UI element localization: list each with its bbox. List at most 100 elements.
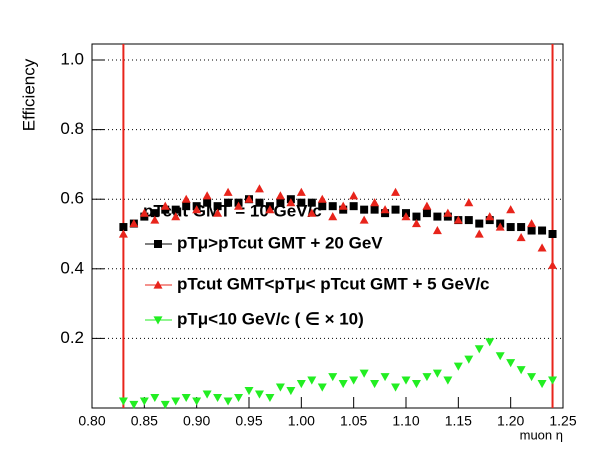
x-axis-label: muon η	[520, 427, 563, 442]
marker	[254, 390, 264, 399]
marker	[464, 216, 473, 225]
marker	[254, 184, 264, 193]
marker	[349, 202, 358, 211]
marker	[160, 201, 170, 210]
marker	[150, 209, 159, 218]
marker	[181, 393, 191, 403]
plot-frame	[91, 43, 564, 409]
marker	[265, 393, 275, 403]
x-tick-label: 0.95	[235, 413, 262, 429]
y-tick-label: 0.6	[60, 189, 84, 208]
marker	[276, 198, 285, 207]
marker	[453, 215, 463, 224]
marker	[192, 397, 202, 406]
marker	[328, 212, 338, 221]
marker	[307, 376, 317, 385]
marker	[391, 383, 401, 392]
x-tick-label: 1.05	[340, 413, 367, 429]
marker	[538, 226, 547, 235]
y-tick-label: 1.0	[60, 49, 84, 68]
marker	[495, 222, 505, 231]
marker	[234, 393, 244, 403]
marker	[359, 369, 369, 378]
marker	[129, 219, 139, 228]
marker	[286, 198, 296, 207]
marker	[118, 397, 128, 406]
marker	[150, 215, 160, 224]
marker	[380, 205, 390, 214]
marker	[244, 194, 254, 203]
marker	[181, 194, 191, 203]
marker	[474, 229, 484, 238]
marker	[443, 376, 453, 385]
marker	[411, 219, 421, 228]
x-tick-label: 0.85	[131, 413, 158, 429]
marker	[443, 208, 453, 217]
marker	[139, 208, 149, 217]
marker	[203, 198, 212, 207]
marker	[192, 205, 202, 214]
marker	[255, 198, 264, 207]
marker	[412, 212, 421, 221]
marker	[202, 390, 212, 399]
marker	[370, 198, 380, 207]
legend-label: pTcut GMT<pTμ< pTcut GMT + 5 GeV/c	[177, 274, 490, 293]
x-tick-label: 0.90	[183, 413, 210, 429]
marker	[433, 212, 442, 221]
marker	[506, 205, 516, 214]
marker	[527, 219, 537, 228]
marker	[150, 393, 160, 403]
x-tick-label: 0.80	[78, 413, 105, 429]
marker	[391, 205, 400, 214]
marker	[223, 187, 233, 196]
marker	[370, 380, 380, 389]
marker	[527, 226, 536, 235]
y-tick-label: 0.4	[60, 258, 84, 277]
marker	[517, 223, 526, 232]
marker	[422, 209, 431, 218]
marker	[234, 201, 244, 210]
marker	[516, 366, 526, 375]
marker	[548, 260, 558, 269]
legend-marker	[154, 240, 162, 248]
marker	[296, 187, 306, 196]
marker	[380, 373, 390, 382]
x-tick-label: 1.10	[392, 413, 419, 429]
marker	[317, 383, 327, 392]
y-tick-label: 0.8	[60, 119, 84, 138]
marker	[527, 373, 537, 382]
marker	[317, 194, 327, 203]
marker	[182, 202, 191, 211]
marker	[537, 380, 547, 389]
marker	[506, 223, 515, 232]
marker	[265, 205, 275, 214]
annotation: pTcut GMT = 10 GeV/c	[143, 201, 322, 220]
marker	[516, 232, 526, 242]
marker	[548, 230, 557, 239]
legend-label: pTμ<10 GeV/c ( ∈ × 10)	[177, 309, 364, 328]
marker	[119, 223, 128, 232]
marker	[202, 191, 212, 200]
marker	[485, 212, 495, 221]
x-tick-label: 1.15	[445, 413, 472, 429]
marker	[338, 380, 348, 389]
y-tick-label: 0.2	[60, 328, 84, 347]
marker	[485, 338, 495, 347]
marker	[213, 202, 222, 211]
marker	[129, 400, 139, 410]
marker	[349, 191, 359, 200]
marker	[548, 376, 558, 385]
marker	[160, 400, 170, 410]
marker	[506, 359, 516, 368]
marker	[370, 205, 379, 214]
marker	[401, 212, 411, 221]
legend-marker	[153, 316, 163, 325]
marker	[296, 380, 306, 389]
marker	[275, 383, 285, 392]
marker	[537, 243, 547, 252]
marker	[171, 205, 180, 214]
marker	[297, 198, 306, 207]
marker	[286, 387, 296, 396]
marker	[359, 215, 369, 224]
marker	[391, 187, 401, 196]
